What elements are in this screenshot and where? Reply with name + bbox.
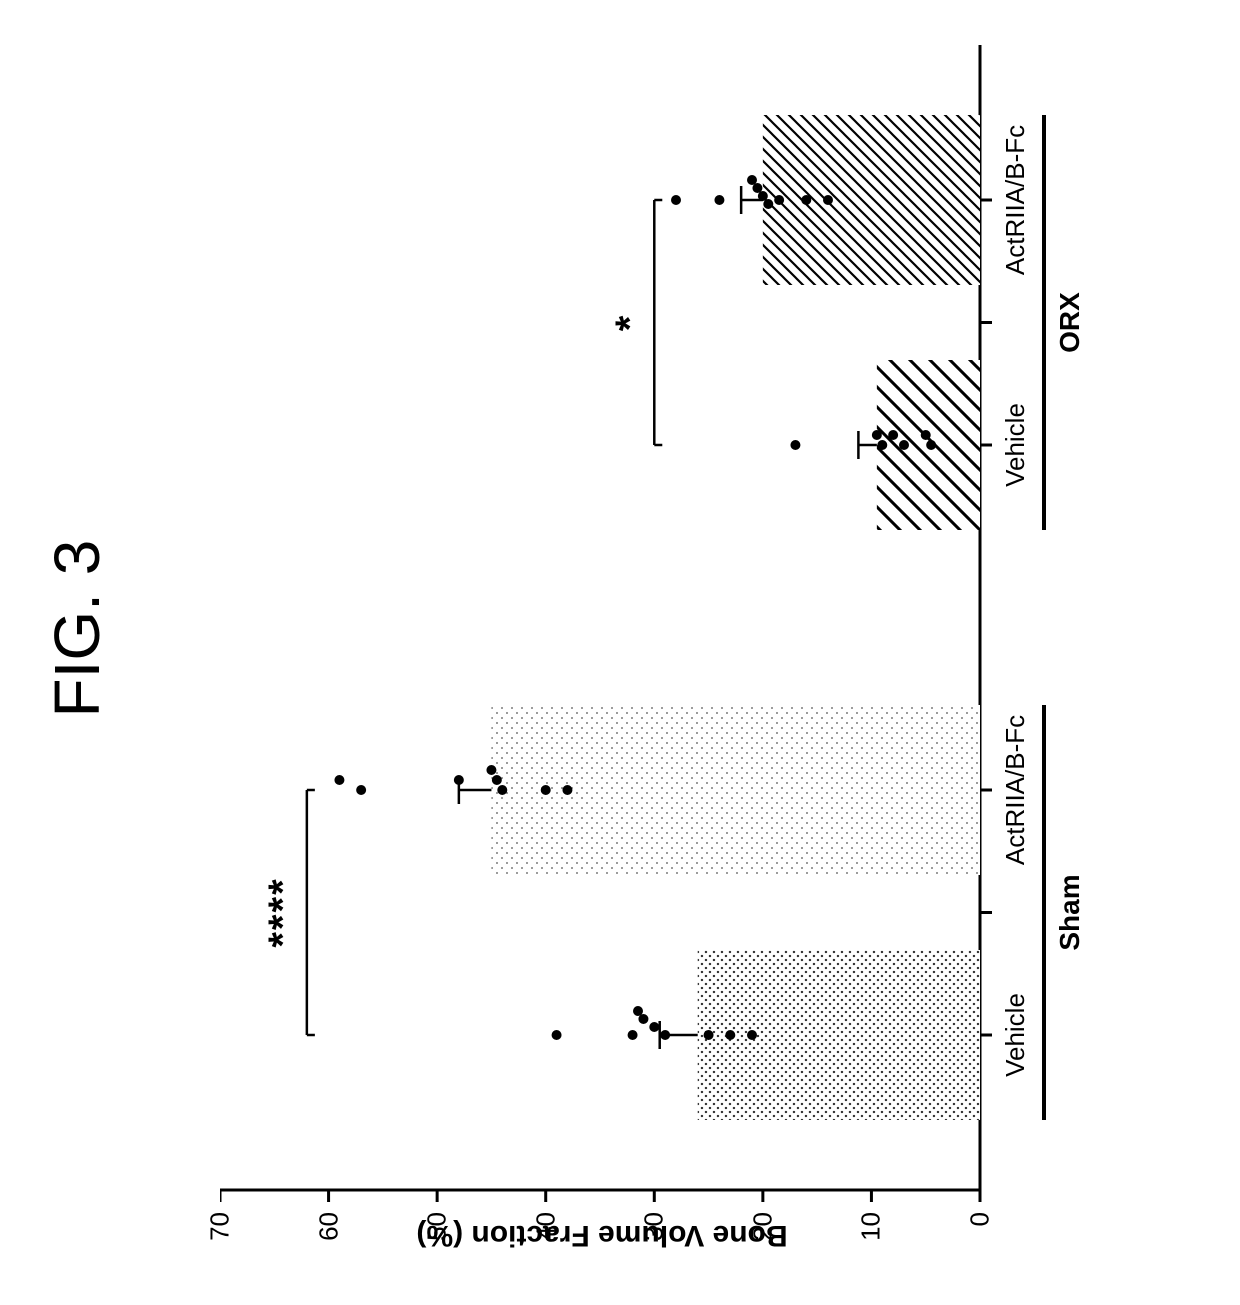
- x-category-label: ActRIIA/B-Fc: [1000, 125, 1031, 275]
- y-tick-label: 60: [313, 1212, 344, 1252]
- data-point: [356, 785, 366, 795]
- data-point: [492, 775, 502, 785]
- figure-title: FIG. 3: [40, 540, 114, 718]
- group-label: Sham: [1054, 874, 1086, 950]
- rotated-chart-stage: FIG. 3 Bone Volume Fraction (%) 01020304…: [0, 0, 1240, 1305]
- significance-label: ****: [261, 877, 306, 947]
- data-point: [872, 430, 882, 440]
- bar: [763, 115, 980, 285]
- x-category-label: Vehicle: [1000, 403, 1031, 487]
- data-point: [725, 1030, 735, 1040]
- group-underline: [1042, 705, 1046, 1120]
- group-label: ORX: [1054, 292, 1086, 353]
- x-category-label: ActRIIA/B-Fc: [1000, 715, 1031, 865]
- y-tick-label: 10: [856, 1212, 887, 1252]
- y-tick-label: 40: [530, 1212, 561, 1252]
- data-point: [790, 440, 800, 450]
- bar: [698, 950, 980, 1120]
- y-tick-label: 70: [205, 1212, 236, 1252]
- y-tick-label: 20: [747, 1212, 778, 1252]
- data-point: [628, 1030, 638, 1040]
- data-point: [497, 785, 507, 795]
- data-point: [541, 785, 551, 795]
- data-point: [334, 775, 344, 785]
- page: FIG. 3 Bone Volume Fraction (%) 01020304…: [0, 0, 1240, 1305]
- y-tick-label: 50: [422, 1212, 453, 1252]
- data-point: [486, 765, 496, 775]
- data-point: [704, 1030, 714, 1040]
- significance-label: *: [608, 314, 653, 332]
- data-point: [649, 1022, 659, 1032]
- y-tick-label: 30: [639, 1212, 670, 1252]
- y-tick-label: 0: [965, 1212, 996, 1252]
- data-point: [877, 440, 887, 450]
- data-point: [747, 175, 757, 185]
- data-point: [714, 195, 724, 205]
- data-point: [926, 440, 936, 450]
- data-point: [823, 195, 833, 205]
- data-point: [454, 775, 464, 785]
- data-point: [899, 440, 909, 450]
- data-point: [671, 195, 681, 205]
- data-point: [747, 1030, 757, 1040]
- data-point: [633, 1006, 643, 1016]
- x-category-label: Vehicle: [1000, 993, 1031, 1077]
- data-point: [562, 785, 572, 795]
- data-point: [888, 430, 898, 440]
- data-point: [921, 430, 931, 440]
- data-point: [552, 1030, 562, 1040]
- chart-plot-area: [220, 45, 980, 1190]
- chart-svg: [220, 43, 996, 1204]
- data-point: [660, 1030, 670, 1040]
- group-underline: [1042, 115, 1046, 530]
- data-point: [801, 195, 811, 205]
- data-point: [774, 195, 784, 205]
